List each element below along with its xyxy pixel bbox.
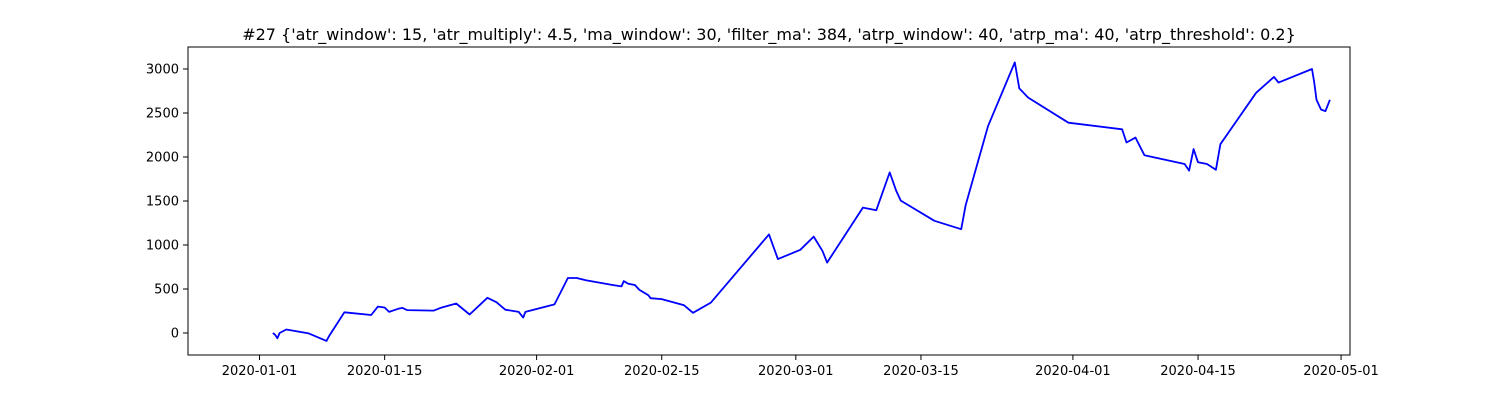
y-tick-label: 3000 xyxy=(146,63,179,78)
series-line-0 xyxy=(272,61,1331,342)
chart-title: #27 {'atr_window': 15, 'atr_multiply': 4… xyxy=(242,25,1296,45)
x-tick-label: 2020-02-15 xyxy=(624,364,700,379)
x-tick-label: 2020-04-01 xyxy=(1035,364,1111,379)
x-tick-label: 2020-01-01 xyxy=(222,364,298,379)
y-tick-label: 1500 xyxy=(146,195,179,210)
x-tick-label: 2020-03-01 xyxy=(758,364,834,379)
plot-area xyxy=(272,61,1331,342)
y-axis: 0 500 1000 1500 2000 2500 3000 xyxy=(146,63,188,342)
x-tick-label: 2020-02-01 xyxy=(499,364,575,379)
axes-frame xyxy=(187,46,1351,356)
x-axis: 2020-01-01 2020-01-15 2020-02-01 2020-02-15… xyxy=(222,355,1379,379)
x-tick-label: 2020-05-01 xyxy=(1303,364,1379,379)
y-tick-label: 1000 xyxy=(146,239,179,254)
y-tick-label: 2500 xyxy=(146,107,179,122)
y-tick-label: 2000 xyxy=(146,151,179,166)
x-tick-label: 2020-03-15 xyxy=(883,364,959,379)
x-tick-label: 2020-01-15 xyxy=(347,364,423,379)
y-tick-label: 0 xyxy=(171,327,179,342)
y-tick-label: 500 xyxy=(154,283,179,298)
x-tick-label: 2020-04-15 xyxy=(1160,364,1236,379)
